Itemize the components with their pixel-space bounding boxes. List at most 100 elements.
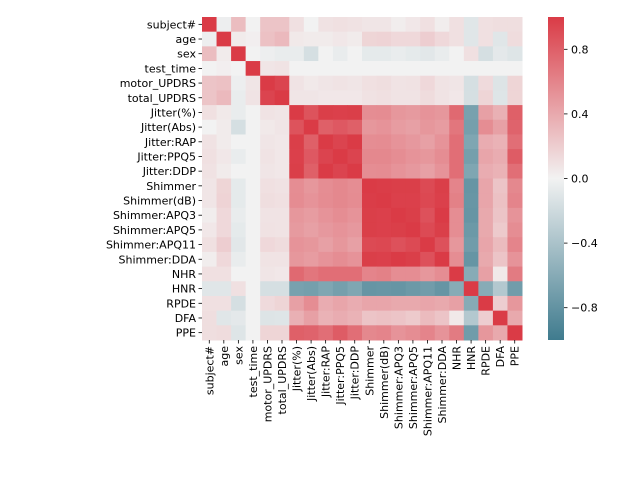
heatmap-cell xyxy=(420,325,436,341)
heatmap-cell xyxy=(245,178,261,194)
y-tick-label: DFA xyxy=(175,312,197,325)
heatmap-cell xyxy=(463,281,479,297)
heatmap-cell xyxy=(289,310,305,326)
heatmap-cell xyxy=(391,90,407,106)
heatmap-cell xyxy=(216,222,232,238)
heatmap-cell xyxy=(492,222,508,238)
heatmap-cell xyxy=(347,105,363,121)
heatmap-cell xyxy=(376,31,392,47)
heatmap-cell xyxy=(449,31,465,47)
heatmap-cell xyxy=(478,90,494,106)
heatmap-cell xyxy=(347,75,363,91)
heatmap-cell xyxy=(245,61,261,77)
heatmap-cell xyxy=(434,119,450,135)
heatmap-cell xyxy=(347,17,363,33)
heatmap-cell xyxy=(492,207,508,224)
heatmap-cell xyxy=(405,46,421,62)
heatmap-cell xyxy=(216,119,232,135)
heatmap-cell xyxy=(449,134,465,150)
y-tick-label: Jitter:DDP xyxy=(142,165,197,178)
heatmap-cell xyxy=(492,310,508,326)
heatmap-cell xyxy=(216,281,232,297)
heatmap-cell xyxy=(376,310,392,326)
heatmap-cell xyxy=(449,310,465,326)
heatmap-cell xyxy=(274,119,290,135)
heatmap-cell xyxy=(391,237,407,253)
heatmap-cell xyxy=(202,46,218,62)
heatmap-cell xyxy=(405,119,421,135)
heatmap-cell xyxy=(318,222,334,238)
heatmap-cell xyxy=(478,17,494,33)
heatmap-cell xyxy=(260,266,276,282)
heatmap-cell xyxy=(289,266,305,282)
heatmap-cell xyxy=(274,281,290,297)
heatmap-cell xyxy=(463,46,479,62)
heatmap-cell xyxy=(362,163,378,179)
y-tick-label: Shimmer(dB) xyxy=(123,195,196,208)
heatmap-cell xyxy=(376,222,392,238)
heatmap-cell xyxy=(492,90,508,106)
heatmap-cell xyxy=(463,251,479,268)
heatmap-cell xyxy=(303,31,319,47)
heatmap-cell xyxy=(303,251,319,268)
heatmap-cell xyxy=(332,105,348,121)
heatmap-cell xyxy=(463,207,479,224)
heatmap-cell xyxy=(274,193,290,209)
heatmap-cell xyxy=(245,281,261,297)
heatmap-cell xyxy=(332,46,348,62)
heatmap-cell xyxy=(391,193,407,209)
heatmap-cell xyxy=(492,266,508,282)
heatmap-cell xyxy=(347,31,363,47)
heatmap-cell xyxy=(362,193,378,209)
heatmap-cell xyxy=(260,237,276,253)
heatmap-cell xyxy=(420,207,436,224)
heatmap-cell xyxy=(478,266,494,282)
heatmap-cell xyxy=(216,46,232,62)
heatmap-cell xyxy=(434,61,450,77)
heatmap-cell xyxy=(318,237,334,253)
heatmap-cell xyxy=(405,105,421,121)
heatmap-cell xyxy=(434,163,450,179)
heatmap-cell xyxy=(478,222,494,238)
heatmap-cell xyxy=(434,266,450,282)
heatmap-cell xyxy=(303,105,319,121)
heatmap-cell xyxy=(274,75,290,91)
heatmap-cell xyxy=(478,237,494,253)
heatmap-cell xyxy=(274,105,290,121)
heatmap-cell xyxy=(463,17,479,33)
heatmap-cell xyxy=(507,281,523,297)
x-tick-label: Shimmer:APQ11 xyxy=(421,346,434,436)
heatmap-cell xyxy=(507,295,523,312)
heatmap-cell xyxy=(405,281,421,297)
heatmap-cell xyxy=(463,134,479,150)
heatmap-cell xyxy=(274,266,290,282)
heatmap-cell xyxy=(332,325,348,341)
x-tick-label: Jitter:RAP xyxy=(320,346,333,398)
heatmap-cell xyxy=(420,251,436,268)
heatmap-cell xyxy=(362,266,378,282)
x-tick-label: Jitter(Abs) xyxy=(305,346,318,402)
heatmap-cell xyxy=(376,17,392,33)
heatmap-cell xyxy=(303,178,319,194)
heatmap-cell xyxy=(303,149,319,165)
heatmap-cell xyxy=(463,178,479,194)
heatmap-cell xyxy=(332,281,348,297)
heatmap-cell xyxy=(332,310,348,326)
x-tick-label: motor_UPDRS xyxy=(261,346,274,422)
heatmap-cell xyxy=(478,281,494,297)
heatmap-cell xyxy=(260,281,276,297)
heatmap-cell xyxy=(260,310,276,326)
heatmap-cell xyxy=(376,266,392,282)
heatmap-cell xyxy=(260,46,276,62)
heatmap-cell xyxy=(289,61,305,77)
heatmap-cell xyxy=(420,266,436,282)
heatmap-cell xyxy=(289,134,305,150)
heatmap-cell xyxy=(216,295,232,312)
heatmap-cell xyxy=(391,61,407,77)
heatmap-cell xyxy=(420,193,436,209)
heatmap-cell xyxy=(231,119,247,135)
heatmap-cell xyxy=(478,105,494,121)
x-tick-label: Jitter(%) xyxy=(291,346,304,392)
x-tick-label: total_UPDRS xyxy=(276,346,289,414)
